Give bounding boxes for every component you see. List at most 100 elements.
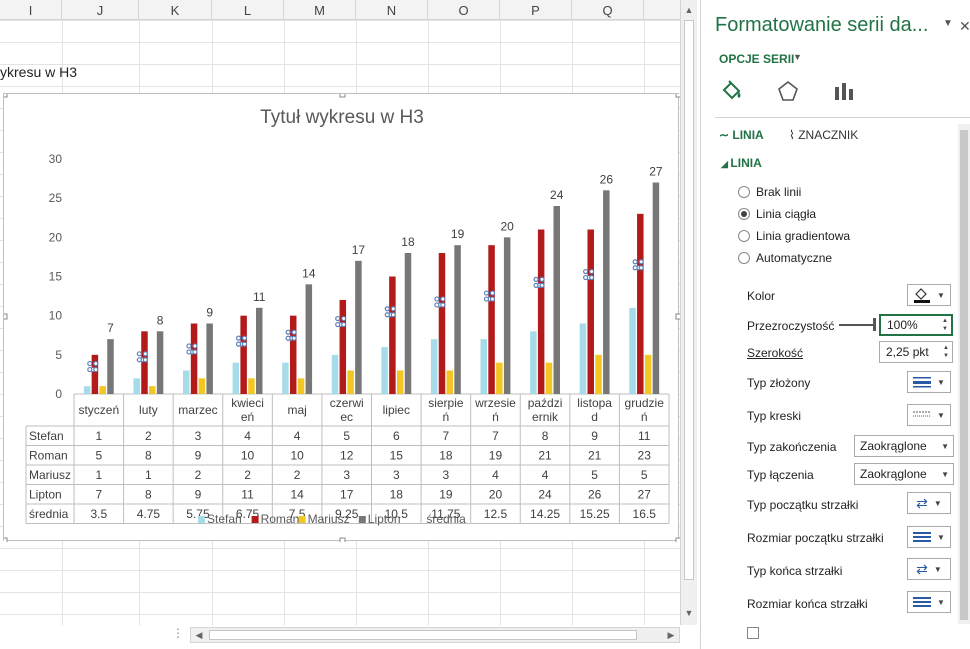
bar-mariusz bbox=[149, 386, 156, 394]
cell-h3-text[interactable]: ykresu w H3 bbox=[0, 64, 78, 80]
scroll-left-icon[interactable]: ◀ bbox=[195, 629, 203, 640]
spinner-arrows-icon[interactable]: ▲ ▼ bbox=[943, 345, 949, 359]
radio-brak-linii[interactable]: Brak linii bbox=[738, 185, 801, 199]
transparency-input[interactable]: 100% ▲ ▼ bbox=[879, 314, 953, 336]
bar-mariusz bbox=[496, 362, 503, 394]
color-picker-button[interactable]: ▼ bbox=[907, 284, 951, 306]
column-header-n[interactable]: N bbox=[356, 0, 428, 20]
bar-lipton bbox=[107, 339, 114, 394]
pane-scrollbar[interactable] bbox=[958, 124, 970, 624]
scroll-up-icon[interactable]: ▲ bbox=[684, 5, 694, 15]
table-cell: 7 bbox=[443, 429, 450, 443]
chart-resize-handle[interactable] bbox=[4, 94, 8, 98]
transparency-slider-handle[interactable] bbox=[873, 318, 876, 331]
dash-type-button[interactable]: ▼ bbox=[907, 404, 951, 426]
chart-resize-handle[interactable] bbox=[4, 537, 8, 542]
table-cell: 4 bbox=[294, 429, 301, 443]
table-cell: 19 bbox=[489, 449, 503, 463]
column-header-l[interactable]: L bbox=[212, 0, 284, 20]
radio-linia-ciagla[interactable]: Linia ciągła bbox=[738, 207, 816, 221]
chart-resize-handle[interactable] bbox=[675, 94, 680, 98]
cap-type-dropdown[interactable]: Zaokrąglone ▼ bbox=[854, 435, 954, 457]
end-arrow-type-button[interactable]: ⇄ ▼ bbox=[907, 558, 951, 580]
column-header-q[interactable]: Q bbox=[572, 0, 644, 20]
tab-linia[interactable]: ∼ LINIA bbox=[719, 128, 764, 142]
chart-resize-handle[interactable] bbox=[339, 537, 346, 542]
chevron-down-icon[interactable]: ▼ bbox=[793, 52, 802, 62]
table-row-label: Lipton bbox=[29, 488, 62, 502]
radio-linia-gradientowa[interactable]: Linia gradientowa bbox=[738, 229, 850, 243]
join-type-dropdown[interactable]: Zaokrąglone ▼ bbox=[854, 463, 954, 485]
radio-dot[interactable] bbox=[738, 186, 750, 198]
table-cell: 19 bbox=[439, 488, 453, 502]
rozmiar-poczatku-strzalki-label: Rozmiar początku strzałki bbox=[747, 531, 884, 545]
radio-dot-selected[interactable] bbox=[738, 208, 750, 220]
column-header-p[interactable]: P bbox=[500, 0, 572, 20]
column-header-j[interactable]: J bbox=[62, 0, 139, 20]
chart-resize-handle[interactable] bbox=[4, 313, 8, 320]
column-header-i[interactable]: I bbox=[0, 0, 62, 20]
fill-line-icon[interactable] bbox=[719, 78, 745, 104]
horizontal-scrollbar[interactable]: ◀ ▶ bbox=[190, 627, 680, 643]
partial-checkbox[interactable] bbox=[747, 627, 759, 639]
column-header-k[interactable]: K bbox=[139, 0, 212, 20]
average-point-marker bbox=[539, 282, 545, 288]
compound-type-button[interactable]: ▼ bbox=[907, 371, 951, 393]
average-point-marker bbox=[136, 351, 142, 357]
tab-znacznik[interactable]: ⌇ ZNACZNIK bbox=[789, 128, 858, 142]
column-header-m[interactable]: M bbox=[284, 0, 356, 20]
chart-resize-handle[interactable] bbox=[675, 537, 680, 542]
radio-dot[interactable] bbox=[738, 230, 750, 242]
width-input[interactable]: 2,25 pkt ▲ ▼ bbox=[879, 341, 953, 363]
pane-options-icon[interactable]: ▼ bbox=[943, 18, 953, 29]
effects-pentagon-icon[interactable] bbox=[775, 78, 801, 104]
close-icon[interactable]: ✕ bbox=[959, 18, 970, 34]
paint-bucket-icon bbox=[914, 288, 931, 303]
table-cell: 4.75 bbox=[137, 507, 161, 521]
compound-lines-icon bbox=[913, 377, 932, 388]
average-point-marker bbox=[285, 329, 291, 335]
vertical-scrollbar[interactable]: ▲ ▼ bbox=[680, 0, 697, 625]
chevron-down-icon: ▼ bbox=[937, 532, 945, 542]
chart-svg[interactable]: Tytuł wykresu w H30510152025307891114171… bbox=[4, 94, 680, 542]
bar-stefan bbox=[530, 331, 537, 394]
average-point-marker bbox=[533, 276, 539, 282]
marker-line-icon: ⌇ bbox=[789, 128, 799, 142]
series-options-label[interactable]: OPCJE SERII bbox=[719, 52, 795, 66]
bar-roman bbox=[537, 229, 545, 394]
y-tick-label: 5 bbox=[55, 348, 62, 362]
average-point-marker bbox=[87, 366, 93, 373]
table-cell: 9 bbox=[591, 429, 598, 443]
transparency-slider-track[interactable] bbox=[839, 324, 875, 326]
split-handle-icon[interactable]: ⋮ bbox=[172, 626, 184, 640]
column-header-o[interactable]: O bbox=[428, 0, 500, 20]
chart-resize-handle[interactable] bbox=[339, 94, 346, 98]
bar-lipton bbox=[652, 182, 660, 394]
radio-dot[interactable] bbox=[738, 252, 750, 264]
series-options-chart-icon[interactable] bbox=[831, 78, 857, 104]
average-point-marker bbox=[291, 329, 297, 335]
end-arrow-size-button[interactable]: ▼ bbox=[907, 591, 951, 613]
pane-scroll-thumb[interactable] bbox=[960, 130, 968, 620]
typ-laczenia-label: Typ łączenia bbox=[747, 468, 814, 482]
bar-stefan bbox=[232, 362, 240, 394]
bar-lipton bbox=[404, 253, 412, 394]
section-linia[interactable]: ◢ LINIA bbox=[721, 156, 762, 170]
data-label: 14 bbox=[302, 266, 316, 280]
begin-arrow-type-button[interactable]: ⇄ ▼ bbox=[907, 492, 951, 514]
average-point-marker bbox=[241, 335, 248, 341]
radio-automatyczne[interactable]: Automatyczne bbox=[738, 251, 832, 265]
vertical-scroll-thumb[interactable] bbox=[684, 20, 694, 580]
scroll-right-icon[interactable]: ▶ bbox=[667, 629, 675, 640]
chart-area[interactable]: Tytuł wykresu w H3 0 5 10 15 20 25 30 7 8 9 11 14 17 1… bbox=[3, 93, 680, 542]
scroll-down-icon[interactable]: ▼ bbox=[684, 608, 694, 618]
table-cell: 1 bbox=[95, 429, 102, 443]
begin-arrow-size-button[interactable]: ▼ bbox=[907, 526, 951, 548]
x-category-label: styczeń bbox=[78, 403, 119, 417]
spinner-arrows-icon[interactable]: ▲ ▼ bbox=[942, 318, 948, 332]
horizontal-scroll-thumb[interactable] bbox=[209, 630, 637, 640]
x-category-label: ń bbox=[443, 410, 450, 424]
chart-resize-handle[interactable] bbox=[675, 313, 680, 320]
y-tick-label: 10 bbox=[49, 309, 63, 323]
